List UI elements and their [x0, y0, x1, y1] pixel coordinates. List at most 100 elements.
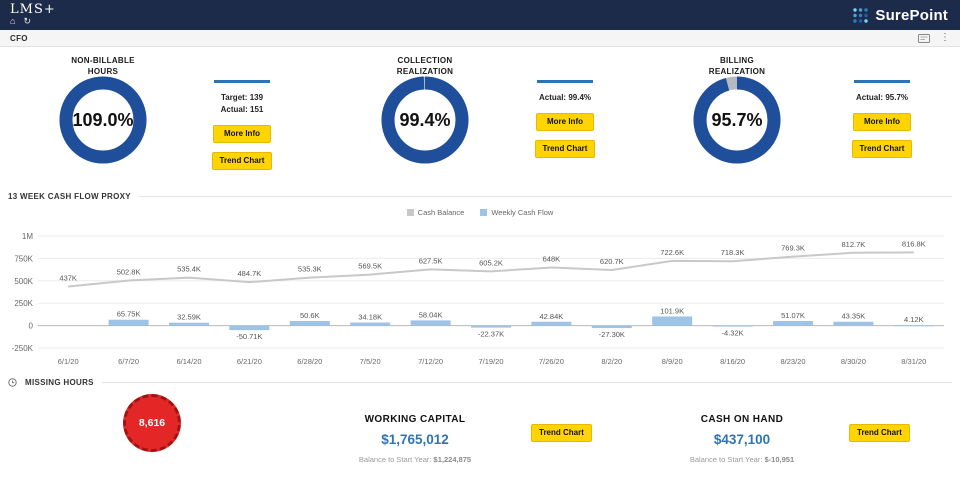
- line-label: 722.6K: [660, 248, 684, 257]
- line-label: 437K: [59, 273, 77, 282]
- cashflow-bar: [108, 319, 149, 326]
- kpi-info-billing-realization: Actual: 95.7% More Info Trend Chart: [849, 80, 915, 158]
- line-label: 484.7K: [238, 269, 262, 278]
- bar-label: 58.04K: [419, 310, 443, 319]
- working-capital-balance: Balance to Start Year: $1,224,875: [315, 455, 515, 464]
- cashflow-bar: [471, 325, 511, 328]
- trend-chart-button[interactable]: Trend Chart: [211, 152, 273, 170]
- kpi-title-line2: REALIZATION: [396, 66, 454, 76]
- bar-label: -22.37K: [478, 330, 504, 339]
- bar-label: 4.12K: [904, 315, 924, 324]
- y-tick-label: 250K: [14, 299, 33, 308]
- home-icon[interactable]: ⌂: [10, 16, 16, 26]
- missing-hours-section-title: MISSING HOURS: [25, 377, 94, 387]
- line-label: 620.7K: [600, 257, 624, 266]
- bar-label: -4.32K: [722, 329, 744, 338]
- rolebar-actions: ⋮: [918, 33, 950, 43]
- x-tick-label: 8/30/20: [841, 357, 866, 366]
- cashflow-bar: [893, 325, 934, 327]
- working-capital-trend-chart-button[interactable]: Trend Chart: [531, 424, 592, 442]
- x-tick-label: 8/23/20: [780, 357, 805, 366]
- x-tick-label: 6/1/20: [58, 357, 79, 366]
- line-label: 627.5K: [419, 256, 443, 265]
- kpi-gauge-billing-realization: 95.7%: [693, 76, 781, 164]
- more-info-button[interactable]: More Info: [213, 125, 271, 143]
- cash-on-hand-value: $437,100: [713, 432, 771, 447]
- trend-chart-button[interactable]: Trend Chart: [534, 140, 596, 158]
- role-bar: CFO ⋮: [0, 30, 960, 47]
- kpi-actual-label: Actual: 95.7%: [855, 93, 909, 102]
- kpi-target-label: Target: 139: [220, 93, 264, 102]
- info-rule: [854, 80, 910, 83]
- refresh-icon[interactable]: ↻: [23, 16, 31, 26]
- legend-item-weekly-cash-flow: Weekly Cash Flow: [480, 208, 553, 217]
- x-tick-label: 7/12/20: [418, 357, 443, 366]
- line-label: 816.8K: [902, 239, 926, 248]
- missing-hours-badge[interactable]: 8,616: [123, 394, 181, 452]
- kpi-title-line1: BILLING: [719, 56, 755, 65]
- kpi-title-line1: NON-BILLABLE: [71, 56, 135, 65]
- brand-name: SurePoint: [875, 6, 948, 24]
- bar-label: 34.18K: [358, 313, 382, 322]
- kpi-donut-ring: [381, 76, 469, 164]
- x-tick-label: 6/28/20: [297, 357, 322, 366]
- cashflow-bar: [652, 316, 693, 326]
- cash-balance-line: [68, 251, 914, 288]
- cashflow-bar: [350, 322, 391, 326]
- cash-on-hand-title: CASH ON HAND: [700, 414, 784, 425]
- legend-item-cash-balance: Cash Balance: [406, 208, 464, 217]
- more-info-button[interactable]: More Info: [853, 113, 911, 131]
- y-tick-label: 0: [29, 322, 34, 331]
- kpi-title-collection-realization: COLLECTION REALIZATION: [360, 56, 490, 78]
- lms-logo: LMS+: [10, 2, 56, 17]
- kpi-value: 99.4%: [399, 109, 451, 130]
- cashflow-bar: [289, 321, 330, 326]
- x-tick-label: 6/21/20: [237, 357, 262, 366]
- line-label: 648K: [543, 255, 561, 264]
- missing-hours-section-header: MISSING HOURS: [8, 376, 952, 388]
- line-label: 535.3K: [298, 265, 322, 274]
- cashflow-bar: [833, 321, 874, 326]
- bar-label: 101.9K: [660, 306, 684, 315]
- kpi-gauge-collection-realization: 99.4%: [381, 76, 469, 164]
- trend-chart-button[interactable]: Trend Chart: [851, 140, 913, 158]
- section-rule: [101, 381, 952, 383]
- kpi-title-billing-realization: BILLING REALIZATION: [672, 56, 802, 78]
- clock-icon: [8, 377, 17, 387]
- x-tick-label: 8/31/20: [901, 357, 926, 366]
- legend-swatch-weekly-cash-flow: [480, 209, 488, 216]
- kpi-title-line2: HOURS: [87, 66, 119, 76]
- x-tick-label: 8/2/20: [601, 357, 622, 366]
- info-rule: [537, 80, 593, 83]
- bar-label: 65.75K: [117, 310, 141, 319]
- x-tick-label: 7/26/20: [539, 357, 564, 366]
- x-tick-label: 6/14/20: [176, 357, 201, 366]
- line-label: 535.4K: [177, 265, 201, 274]
- kpi-actual-label: Actual: 99.4%: [538, 93, 592, 102]
- line-label: 502.8K: [117, 268, 141, 277]
- y-tick-label: 500K: [14, 277, 33, 286]
- cashflow-chart: 1M 750K 500K 250K 0 -250K 65.75K 32.59K -50.71K 5…: [12, 232, 944, 366]
- cash-on-hand-trend-chart-button[interactable]: Trend Chart: [849, 424, 910, 442]
- balance-label: Balance to Start Year:: [689, 455, 763, 464]
- balance-value: $-10,951: [764, 455, 795, 464]
- bar-label: 43.35K: [842, 312, 866, 321]
- x-tick-label: 8/16/20: [720, 357, 745, 366]
- bar-label: -50.71K: [236, 332, 262, 341]
- line-label: 718.3K: [721, 248, 745, 257]
- kebab-menu-icon[interactable]: ⋮: [940, 32, 950, 43]
- kpi-value: 95.7%: [711, 109, 763, 130]
- cashflow-section-header: 13 WEEK CASH FLOW PROXY: [8, 190, 952, 202]
- line-label: 769.3K: [781, 244, 805, 253]
- kpi-donut-ring: [693, 76, 781, 164]
- cash-on-hand-balance: Balance to Start Year: $-10,951: [642, 455, 842, 464]
- cashflow-bar: [591, 325, 632, 329]
- kpi-value: 109.0%: [72, 109, 134, 130]
- feedback-icon[interactable]: [918, 33, 930, 43]
- donut-svg: [693, 76, 781, 164]
- more-info-button[interactable]: More Info: [536, 113, 594, 131]
- info-rule: [214, 80, 270, 83]
- role-label: CFO: [10, 33, 28, 43]
- bar-label: -27.30K: [599, 330, 625, 339]
- line-label: 605.2K: [479, 258, 503, 267]
